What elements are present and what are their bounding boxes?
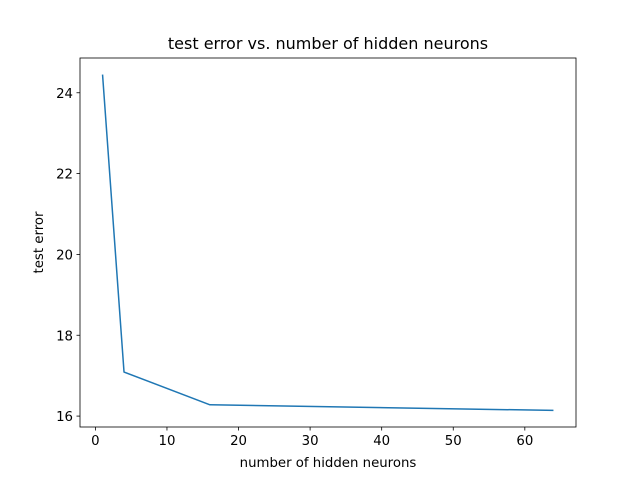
x-tick-label: 30 [302, 434, 319, 449]
x-tick-label: 10 [159, 434, 176, 449]
series-line [101, 74, 554, 412]
x-tick-label: 50 [445, 434, 462, 449]
y-axis-label: test error [32, 211, 47, 273]
plot-area [101, 74, 554, 412]
y-axis-ticks: 16 18 20 22 24 [56, 87, 80, 425]
chart-title: test error vs. number of hidden neurons [168, 34, 488, 53]
x-tick-label: 20 [230, 434, 247, 449]
y-tick-label: 22 [56, 168, 73, 183]
y-tick-label: 16 [56, 410, 73, 425]
y-tick-label: 20 [56, 248, 73, 263]
x-tick-label: 60 [516, 434, 533, 449]
x-axis-label: number of hidden neurons [240, 456, 417, 471]
y-tick-label: 24 [56, 87, 73, 102]
x-tick-label: 0 [91, 434, 99, 449]
x-axis-ticks: 0 10 20 30 40 50 60 [91, 427, 533, 449]
y-tick-label: 18 [56, 329, 73, 344]
x-tick-label: 40 [373, 434, 390, 449]
axes-frame [79, 57, 577, 428]
